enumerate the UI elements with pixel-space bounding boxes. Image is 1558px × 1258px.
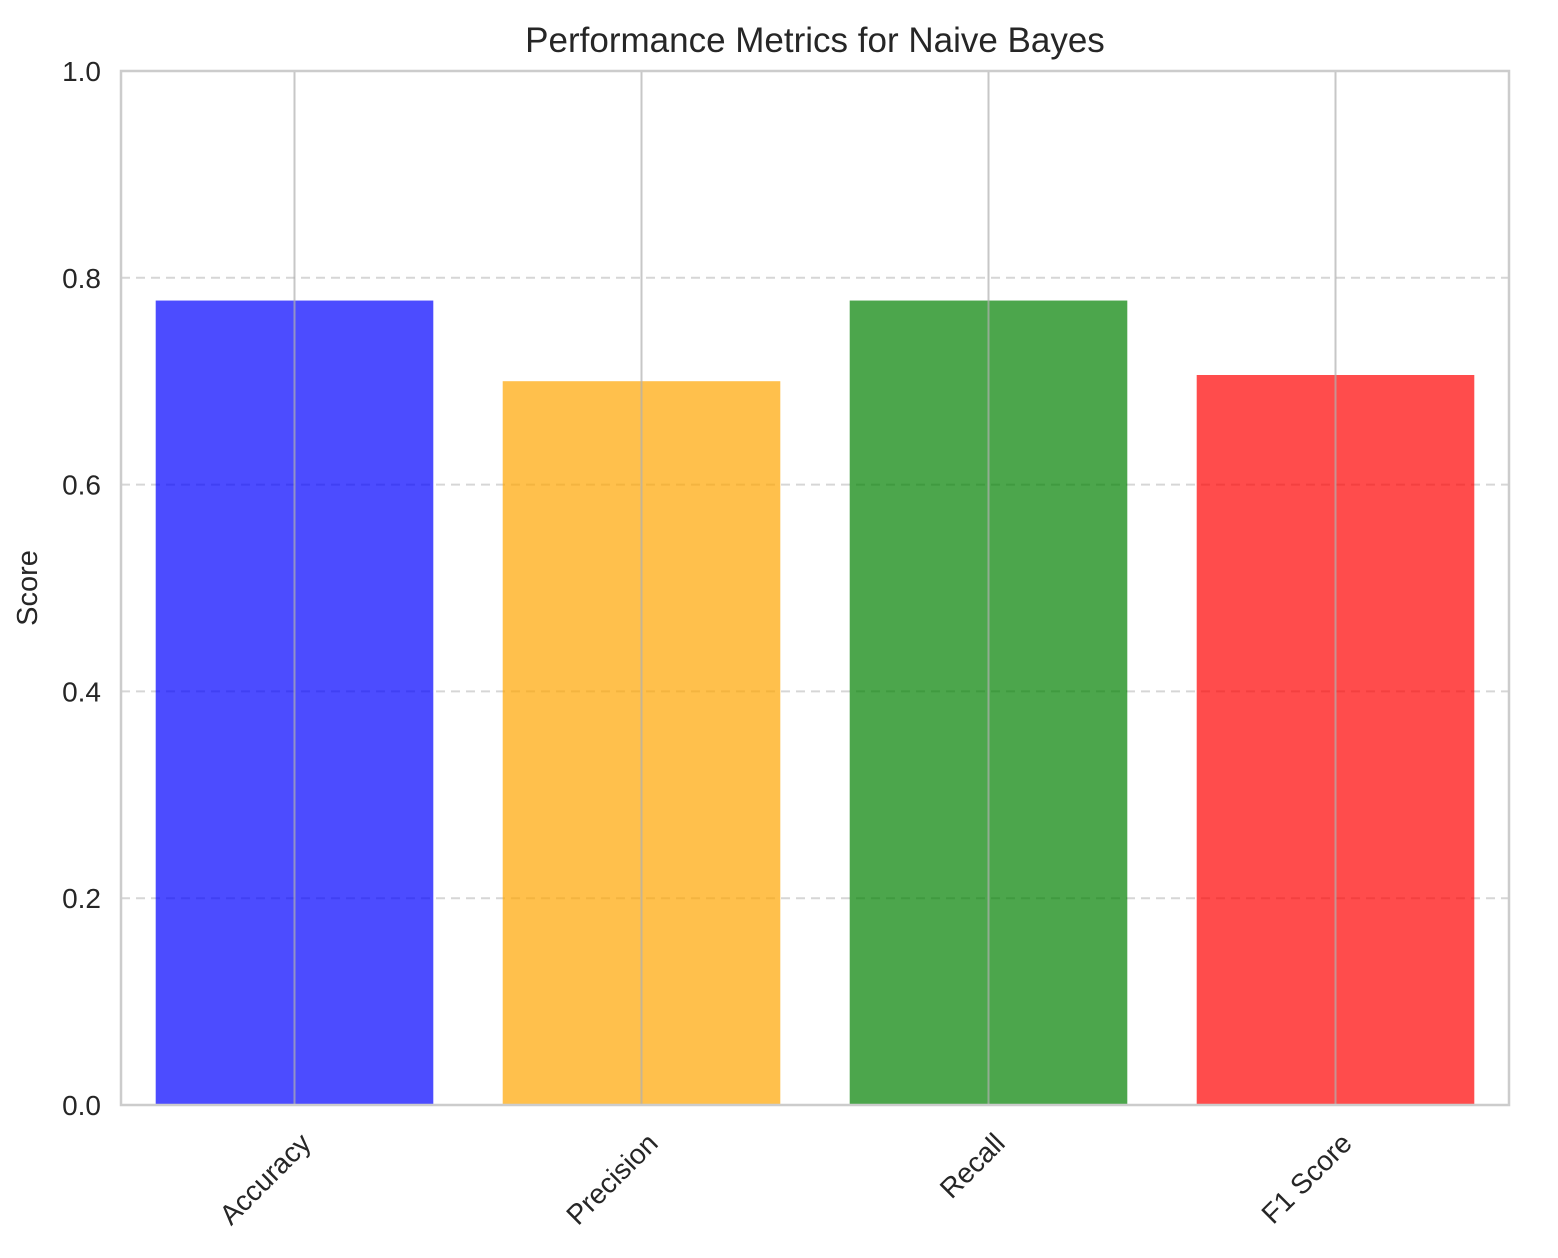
y-tick-label: 0.6: [62, 470, 101, 501]
y-tick-label: 0.8: [62, 263, 101, 294]
chart-title: Performance Metrics for Naive Bayes: [525, 21, 1105, 60]
y-tick-label: 0.2: [62, 883, 101, 914]
y-tick-label: 0.0: [62, 1090, 101, 1121]
x-tick-labels: Accuracy Precision Recall F1 Score: [213, 1127, 1357, 1230]
plot-frame: [119, 69, 1511, 1107]
bars-layer: [155, 300, 1475, 1106]
y-axis-label: Score: [12, 550, 44, 626]
x-tick-label: Recall: [934, 1127, 1011, 1204]
vertical-grid-layer: [293, 71, 1337, 1105]
y-tick-labels: 0.0 0.2 0.4 0.6 0.8 1.0: [62, 56, 101, 1121]
y-tick-label: 1.0: [62, 56, 101, 87]
y-tick-label: 0.4: [62, 676, 101, 707]
x-tick-label: F1 Score: [1255, 1127, 1357, 1229]
x-tick-label: Accuracy: [213, 1127, 316, 1230]
x-tick-label: Precision: [560, 1127, 663, 1230]
